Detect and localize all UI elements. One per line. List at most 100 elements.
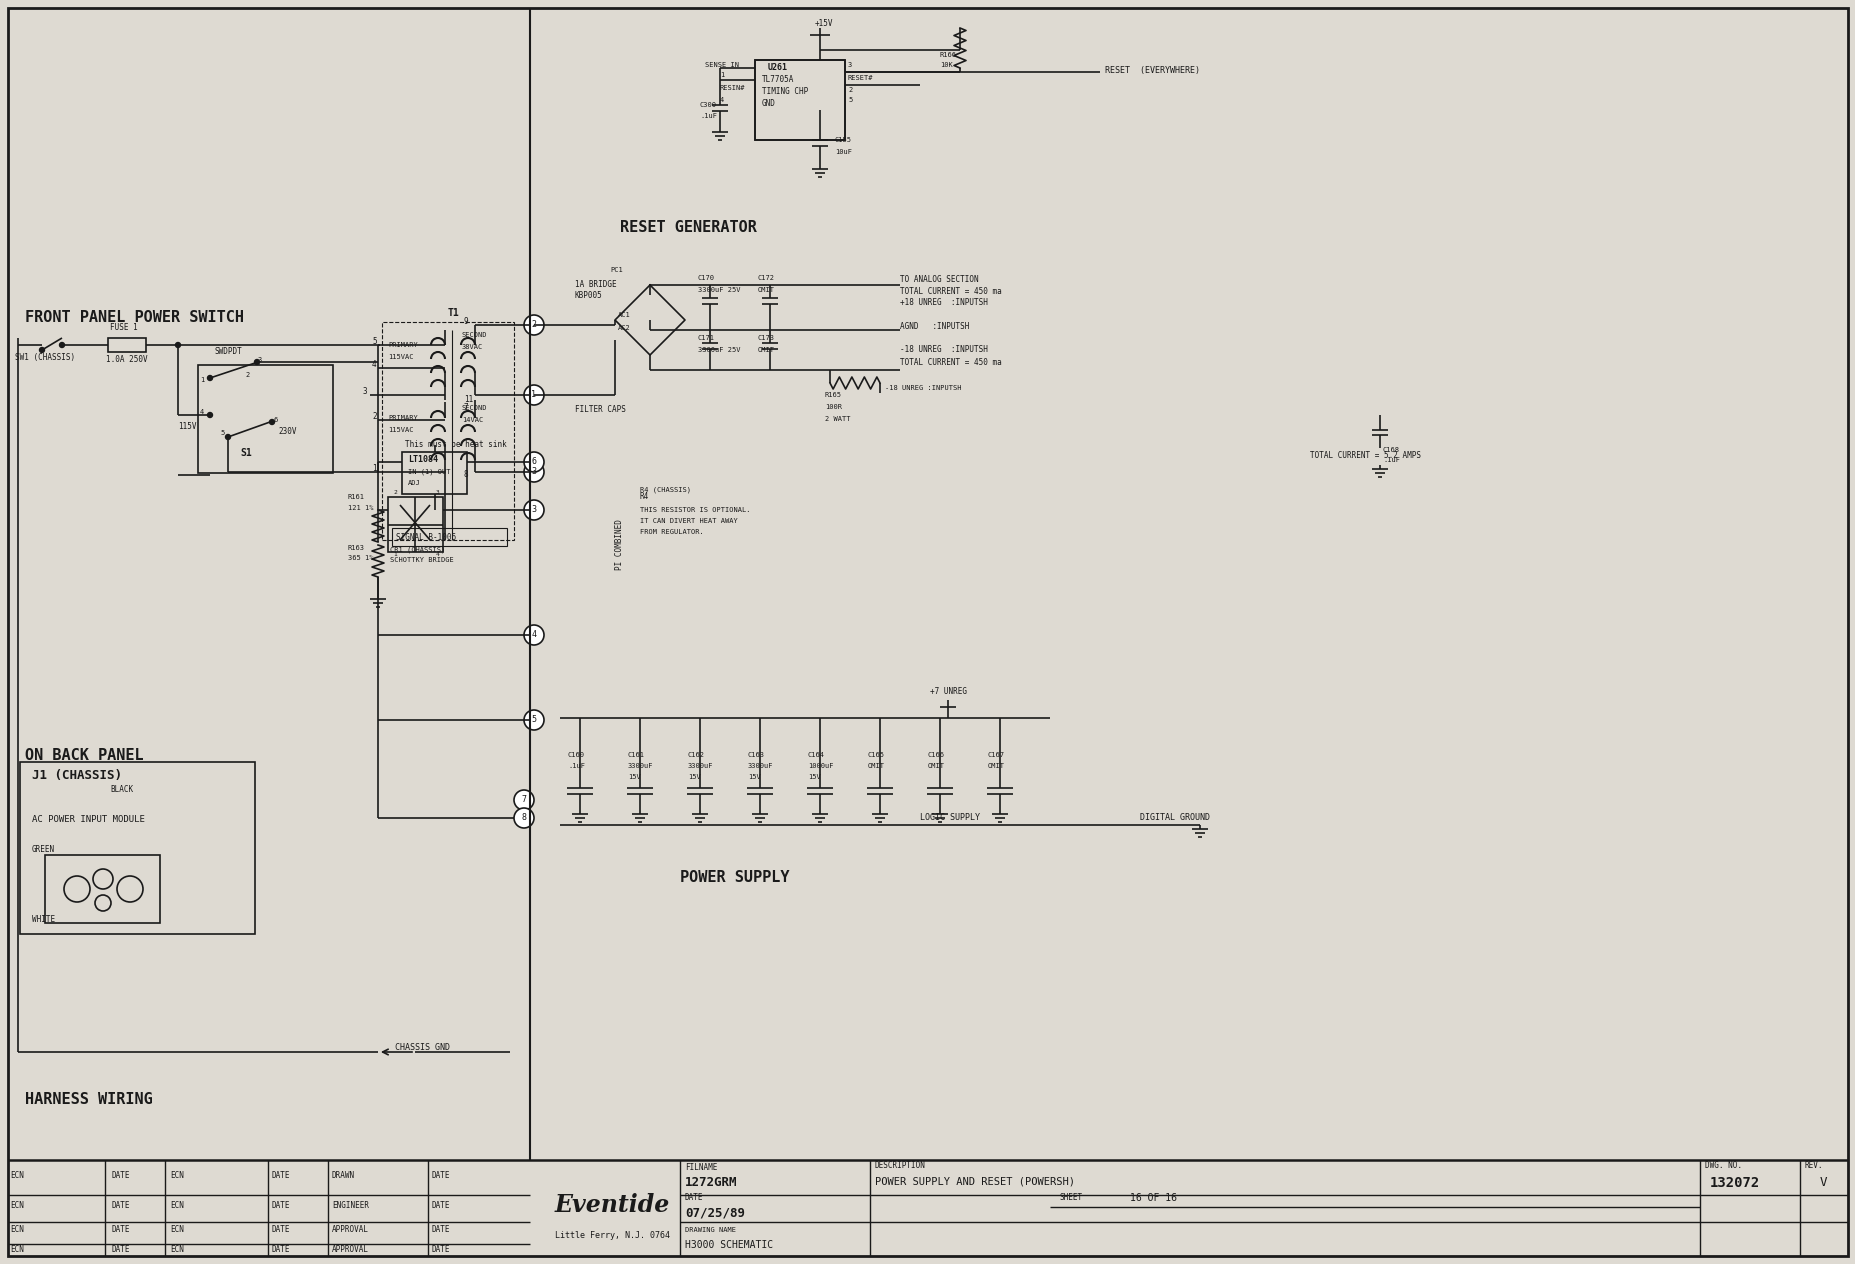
Text: .1uF: .1uF — [1382, 458, 1399, 463]
Text: 2: 2 — [531, 321, 536, 330]
Text: TO ANALOG SECTION: TO ANALOG SECTION — [900, 276, 978, 284]
Text: DATE: DATE — [111, 1245, 130, 1254]
Text: 14VAC: 14VAC — [462, 417, 482, 423]
Bar — [198, 365, 332, 473]
Text: 115VAC: 115VAC — [388, 354, 414, 360]
Text: 3: 3 — [364, 388, 367, 397]
Text: 7: 7 — [464, 403, 467, 412]
Text: 115VAC: 115VAC — [388, 427, 414, 434]
Text: FILNAME: FILNAME — [684, 1163, 718, 1173]
Text: ECN: ECN — [171, 1201, 184, 1210]
Text: DATE: DATE — [432, 1170, 451, 1179]
Text: SECOND: SECOND — [462, 404, 488, 411]
Text: DATE: DATE — [111, 1201, 130, 1210]
Bar — [388, 497, 443, 552]
Text: GND: GND — [762, 100, 775, 109]
Text: 07/25/89: 07/25/89 — [684, 1207, 744, 1220]
Text: ECN: ECN — [171, 1245, 184, 1254]
Text: 3: 3 — [531, 468, 536, 477]
Text: FRONT PANEL POWER SWITCH: FRONT PANEL POWER SWITCH — [24, 311, 243, 326]
Text: PRIMARY: PRIMARY — [388, 415, 417, 421]
Bar — [20, 762, 254, 934]
Text: 1: 1 — [200, 377, 204, 383]
Text: C170: C170 — [697, 276, 714, 281]
Text: POWER SUPPLY AND RESET (POWERSH): POWER SUPPLY AND RESET (POWERSH) — [874, 1176, 1074, 1186]
Text: 16 OF 16: 16 OF 16 — [1130, 1193, 1176, 1203]
Text: V: V — [1820, 1177, 1827, 1189]
Text: 3300uF 25V: 3300uF 25V — [697, 348, 740, 353]
Circle shape — [59, 343, 65, 348]
Text: 9: 9 — [464, 317, 467, 326]
Text: 15V: 15V — [688, 774, 701, 780]
Text: C161: C161 — [627, 752, 646, 758]
Text: PRIMARY: PRIMARY — [388, 343, 417, 348]
Text: 3: 3 — [258, 356, 262, 363]
Text: DATE: DATE — [273, 1170, 291, 1179]
Text: DRAWN: DRAWN — [332, 1170, 354, 1179]
Text: 230V: 230V — [278, 427, 297, 436]
Text: +15V: +15V — [814, 19, 833, 29]
Text: 10K: 10K — [939, 62, 952, 68]
Text: TOTAL CURRENT = 450 ma: TOTAL CURRENT = 450 ma — [900, 287, 1002, 297]
Text: 1: 1 — [371, 464, 377, 474]
Text: ECN: ECN — [171, 1226, 184, 1235]
Text: 100R: 100R — [825, 404, 842, 410]
Text: DATE: DATE — [273, 1226, 291, 1235]
Text: FROM REGULATOR.: FROM REGULATOR. — [640, 530, 703, 535]
Text: 10uF: 10uF — [835, 149, 851, 155]
Text: C171: C171 — [697, 335, 714, 341]
Text: OMIT: OMIT — [757, 287, 775, 293]
Text: TIMING CHP: TIMING CHP — [762, 87, 807, 96]
Text: 3300uF 25V: 3300uF 25V — [697, 287, 740, 293]
Text: R4 (CHASSIS): R4 (CHASSIS) — [640, 487, 690, 493]
Text: PI COMBINED: PI COMBINED — [616, 520, 623, 570]
Text: 121 1%: 121 1% — [349, 506, 373, 511]
Text: REV.: REV. — [1805, 1160, 1822, 1169]
Text: 15V: 15V — [807, 774, 820, 780]
Text: OMIT: OMIT — [757, 348, 775, 353]
Text: 3: 3 — [848, 62, 851, 68]
Text: J1 (CHASSIS): J1 (CHASSIS) — [32, 770, 122, 782]
Bar — [755, 59, 844, 140]
Circle shape — [523, 463, 544, 482]
Text: R165: R165 — [825, 392, 842, 398]
Text: 132072: 132072 — [1708, 1176, 1759, 1189]
Text: 5: 5 — [371, 337, 377, 346]
Circle shape — [523, 501, 544, 520]
Text: AC2: AC2 — [618, 325, 631, 331]
Text: 4: 4 — [436, 552, 440, 557]
Text: -18 UNREG  :INPUTSH: -18 UNREG :INPUTSH — [900, 345, 987, 354]
Text: C155: C155 — [835, 137, 851, 143]
Text: LOGIC SUPPLY: LOGIC SUPPLY — [920, 814, 979, 823]
Text: Little Ferry, N.J. 0764: Little Ferry, N.J. 0764 — [555, 1230, 670, 1240]
Text: .1uF: .1uF — [568, 763, 584, 769]
Text: RESET  (EVERYWHERE): RESET (EVERYWHERE) — [1104, 66, 1200, 75]
Text: KBP005: KBP005 — [575, 292, 603, 301]
Bar — [755, 59, 844, 140]
Text: SECOND: SECOND — [462, 332, 488, 337]
Text: TOTAL CURRENT = 5.2 AMPS: TOTAL CURRENT = 5.2 AMPS — [1310, 451, 1421, 460]
Text: This must be heat sink: This must be heat sink — [404, 440, 506, 450]
Text: SWDPDT: SWDPDT — [215, 348, 243, 356]
Text: +18 UNREG  :INPUTSH: +18 UNREG :INPUTSH — [900, 298, 987, 307]
Text: R163: R163 — [349, 545, 365, 551]
Text: ENGINEER: ENGINEER — [332, 1201, 369, 1210]
Text: 15V: 15V — [627, 774, 640, 780]
Text: 4: 4 — [371, 360, 377, 369]
Text: 3300uF: 3300uF — [627, 763, 653, 769]
Text: 1: 1 — [393, 552, 397, 557]
Text: 5: 5 — [531, 715, 536, 724]
Text: 38VAC: 38VAC — [462, 344, 482, 350]
Circle shape — [208, 412, 211, 417]
Text: DESCRIPTION: DESCRIPTION — [874, 1160, 926, 1169]
Text: SCHOTTKY BRIDGE: SCHOTTKY BRIDGE — [390, 557, 453, 562]
Text: 1000uF: 1000uF — [807, 763, 833, 769]
Text: 5: 5 — [221, 430, 224, 436]
Text: DATE: DATE — [432, 1245, 451, 1254]
Text: ECN: ECN — [9, 1201, 24, 1210]
Text: FILTER CAPS: FILTER CAPS — [575, 406, 625, 415]
Circle shape — [523, 710, 544, 731]
Text: H3000 SCHEMATIC: H3000 SCHEMATIC — [684, 1240, 774, 1250]
Bar — [45, 854, 160, 923]
Bar — [403, 453, 467, 494]
